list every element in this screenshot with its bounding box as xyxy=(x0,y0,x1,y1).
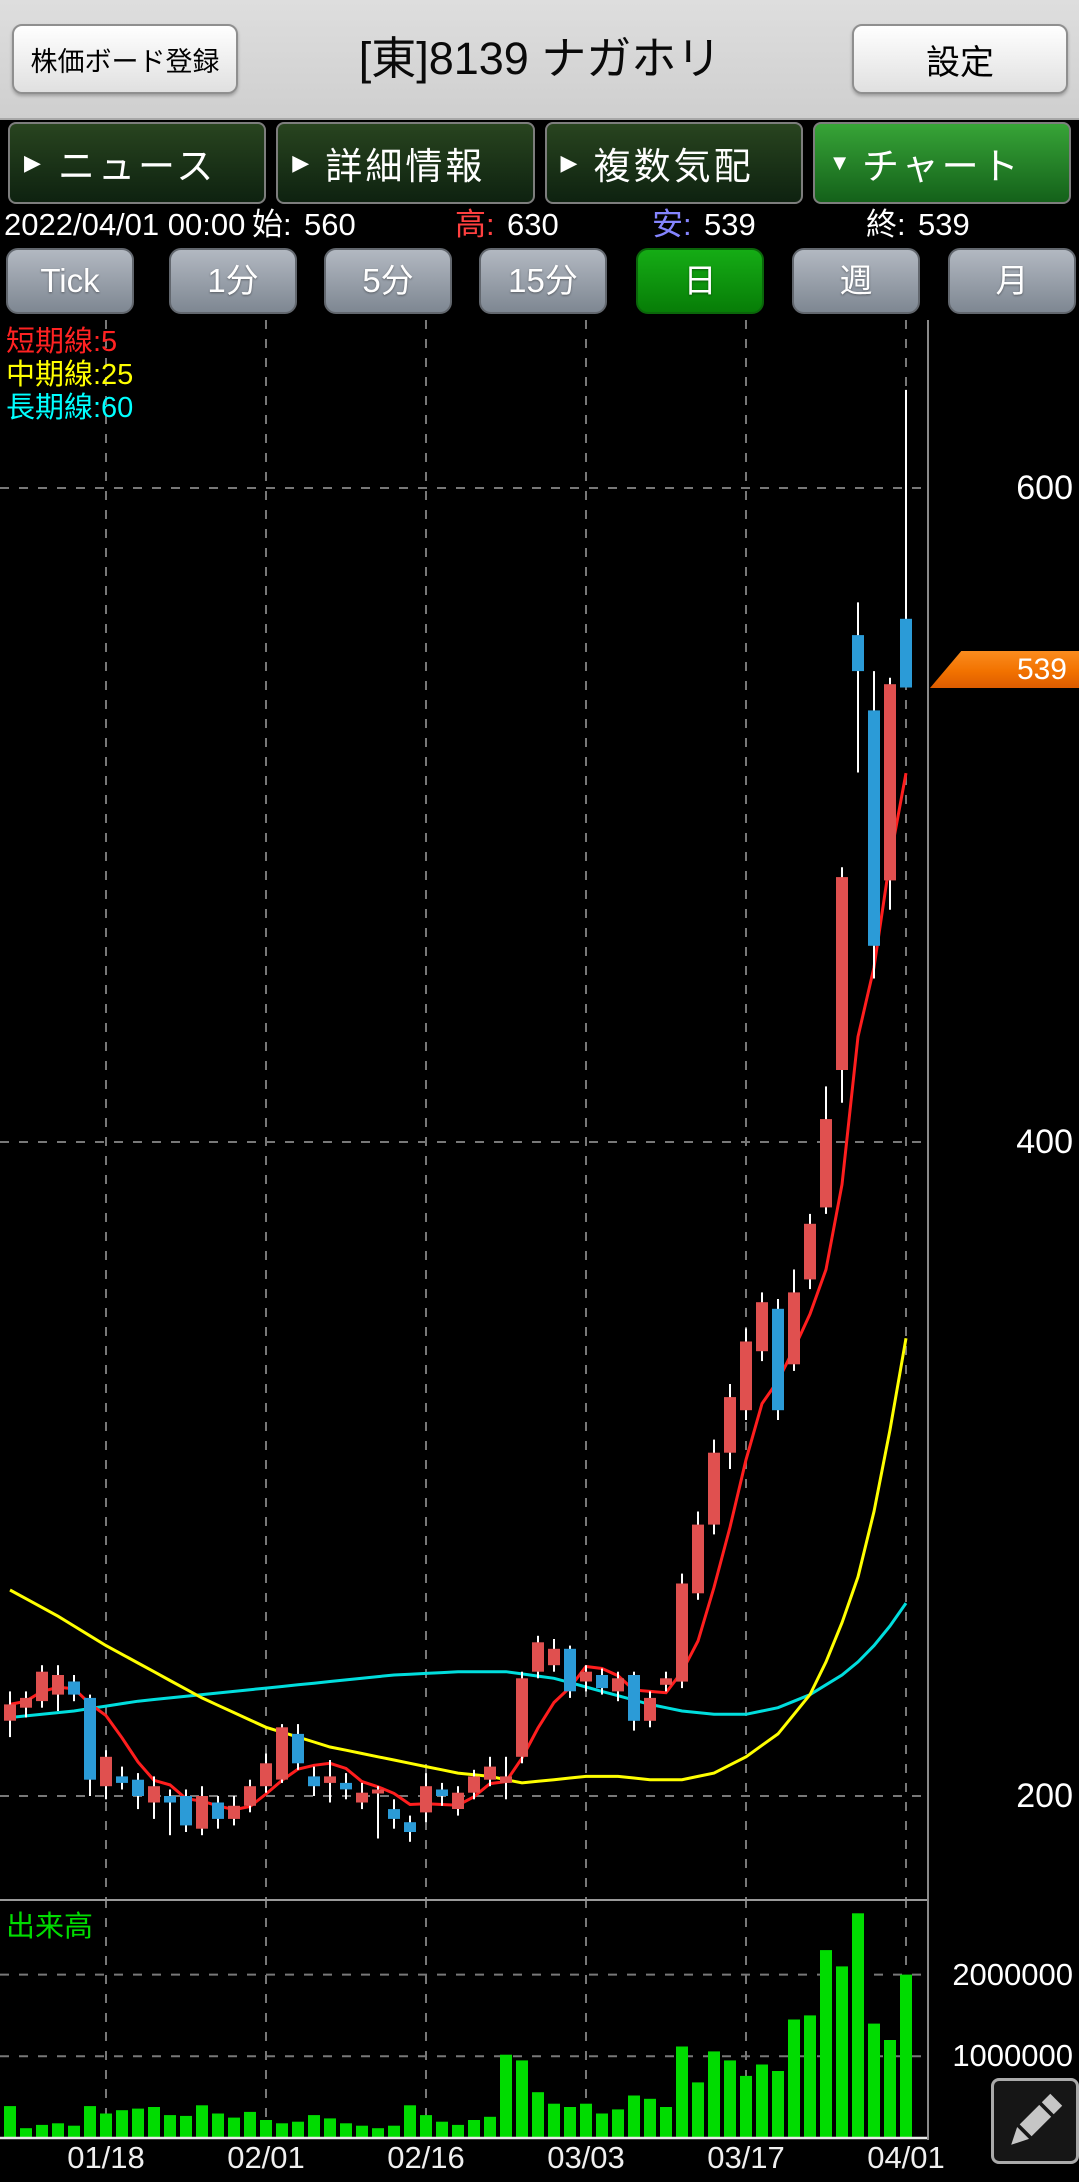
tab-label: チャート xyxy=(862,146,1022,187)
high-value: 630 xyxy=(507,207,559,242)
tab-ニュース[interactable]: ▶ ニュース xyxy=(8,122,267,204)
tab-label: 複数気配 xyxy=(593,146,754,187)
date-tick-label: 04/01 xyxy=(867,2140,945,2175)
tab-label: 詳細情報 xyxy=(325,146,486,187)
close-label: 終: xyxy=(866,207,906,242)
header: 株価ボード登録 [東]8139 ナガホリ 設定 xyxy=(0,0,1079,120)
plot-right-border xyxy=(927,320,929,2140)
triangle-right-icon: ▶ xyxy=(24,150,41,175)
close-value: 539 xyxy=(918,207,970,242)
open-value: 560 xyxy=(304,207,356,242)
timeframe-5分[interactable]: 5分 xyxy=(324,248,452,314)
open-label: 始: xyxy=(252,207,292,242)
page-title: [東]8139 ナガホリ xyxy=(358,33,722,84)
price-chart[interactable] xyxy=(0,320,929,1899)
low-value: 539 xyxy=(704,207,756,242)
tab-bar: ▶ ニュース ▶ 詳細情報 ▶ 複数気配 ▼ チャート xyxy=(0,120,1079,206)
timeframe-日[interactable]: 日 xyxy=(636,248,764,314)
timeframe-週[interactable]: 週 xyxy=(792,248,920,314)
quote-datetime: 2022/04/01 00:00 xyxy=(4,207,246,242)
pencil-icon xyxy=(1011,2093,1063,2145)
price-tick-label: 200 xyxy=(1016,1777,1073,1815)
triangle-right-icon: ▶ xyxy=(292,150,310,175)
triangle-down-icon: ▼ xyxy=(828,150,851,175)
timeframe-月[interactable]: 月 xyxy=(948,248,1076,314)
current-price-badge: 539 xyxy=(930,651,1079,688)
current-price-value: 539 xyxy=(1016,653,1067,686)
date-tick-label: 03/17 xyxy=(707,2140,785,2175)
low-label: 安: xyxy=(652,207,692,242)
price-tick-label: 400 xyxy=(1016,1123,1073,1161)
volume-chart[interactable] xyxy=(0,1899,929,2140)
ma-legend: 短期線:5 中期線:25 長期線:60 xyxy=(6,326,133,425)
legend-item: 短期線:5 xyxy=(6,326,118,358)
legend-item: 長期線:60 xyxy=(6,392,134,424)
tab-複数気配[interactable]: ▶ 複数気配 xyxy=(544,122,803,204)
ohlc-info-bar: 2022/04/01 00:00 始: 560 高: 630 安: 539 終: 539 xyxy=(0,206,1079,244)
tab-label: ニュース xyxy=(58,146,217,187)
timeframe-bar: Tick 1分 5分 15分日週月 xyxy=(0,246,1079,320)
timeframe-1分[interactable]: 1分 xyxy=(169,248,297,314)
high-label: 高: xyxy=(455,207,495,242)
date-tick-label: 02/01 xyxy=(227,2140,305,2175)
date-tick-label: 02/16 xyxy=(387,2140,465,2175)
legend-item: 中期線:25 xyxy=(6,359,134,391)
volume-tick-label: 2000000 xyxy=(952,1956,1073,1992)
triangle-right-icon: ▶ xyxy=(560,150,578,175)
tab-チャート[interactable]: ▼ チャート xyxy=(812,122,1071,204)
volume-tick-label: 1000000 xyxy=(952,2038,1073,2074)
volume-title: 出来高 xyxy=(6,1911,94,1943)
price-tick-label: 600 xyxy=(1016,469,1073,507)
edit-chart-button[interactable] xyxy=(991,2078,1079,2164)
settings-button[interactable]: 設定 xyxy=(852,24,1068,94)
board-register-button[interactable]: 株価ボード登録 xyxy=(12,24,238,94)
date-tick-label: 01/18 xyxy=(67,2140,145,2175)
timeframe-15分[interactable]: 15分 xyxy=(479,248,607,314)
timeframe-Tick[interactable]: Tick xyxy=(6,248,134,314)
date-tick-label: 03/03 xyxy=(547,2140,625,2175)
tab-詳細情報[interactable]: ▶ 詳細情報 xyxy=(276,122,535,204)
